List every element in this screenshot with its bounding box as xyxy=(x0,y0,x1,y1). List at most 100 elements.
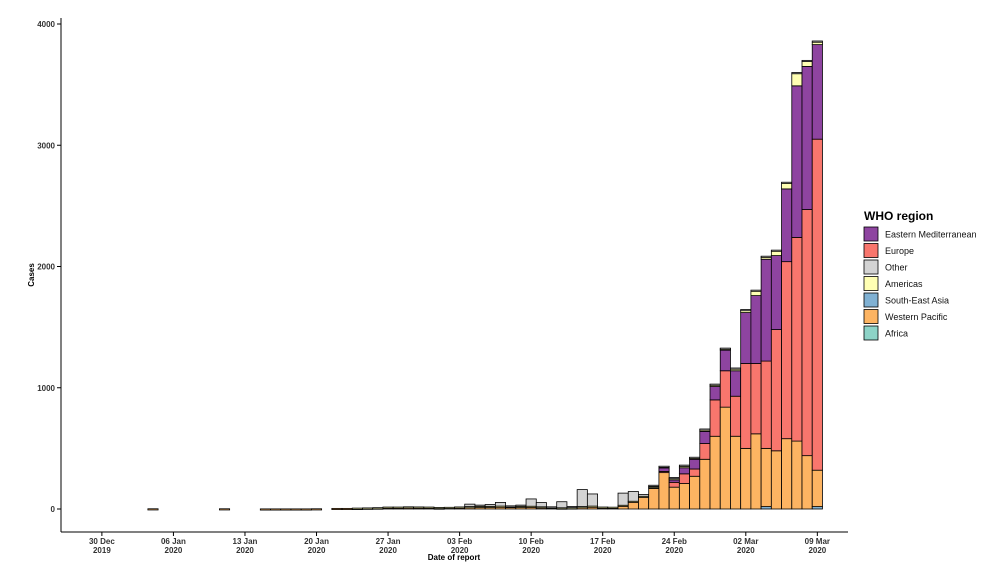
bar-europe xyxy=(719,370,731,408)
bar-western-pacific xyxy=(699,458,711,510)
bar-other xyxy=(474,504,486,507)
bar-americas xyxy=(362,507,374,510)
x-tick-label-year: 2020 xyxy=(737,546,755,555)
x-tick-label: 10 Feb xyxy=(518,537,543,546)
bar-other xyxy=(791,72,803,75)
bar-europe xyxy=(689,468,701,477)
legend-swatch-eastern-mediterranean xyxy=(863,226,879,242)
bar-western-pacific xyxy=(219,508,231,511)
bar-eastern-mediterranean xyxy=(760,258,772,362)
y-axis-title: Cases xyxy=(27,263,36,287)
bar-europe xyxy=(770,329,782,452)
bar-other xyxy=(740,309,752,312)
bar-americas xyxy=(443,506,455,509)
x-tick-label: 27 Jan xyxy=(376,537,401,546)
bar-western-pacific xyxy=(740,447,752,510)
x-tick-label-year: 2020 xyxy=(665,546,683,555)
x-tick-label-year: 2019 xyxy=(93,546,111,555)
bar-western-pacific xyxy=(709,435,721,510)
bar-europe xyxy=(709,399,721,437)
bar-americas xyxy=(392,506,404,509)
bar-western-pacific xyxy=(791,440,803,510)
bar-americas xyxy=(433,507,445,510)
bar-americas xyxy=(454,506,466,509)
legend-label-south-east-asia: South-East Asia xyxy=(885,296,949,306)
x-tick-label-year: 2020 xyxy=(594,546,612,555)
y-axis-ticks: 0 1000 2000 3000 4000 xyxy=(37,20,61,514)
bar-other xyxy=(709,383,721,386)
bar-western-pacific xyxy=(781,438,793,510)
bar-europe xyxy=(730,395,742,437)
bar-western-pacific xyxy=(331,507,343,510)
bar-western-pacific xyxy=(678,483,690,510)
bar-europe xyxy=(791,236,803,442)
bar-americas xyxy=(597,506,609,509)
bar-western-pacific xyxy=(668,486,680,510)
bar-other xyxy=(811,40,823,43)
x-tick-label: 03 Feb xyxy=(447,537,472,546)
x-tick-label-year: 2020 xyxy=(808,546,826,555)
legend-label-europe: Europe xyxy=(885,246,914,256)
bar-europe xyxy=(740,363,752,449)
bar-other xyxy=(678,464,690,467)
bar-western-pacific xyxy=(730,435,742,510)
x-tick-label-year: 2020 xyxy=(236,546,254,555)
bar-western-pacific xyxy=(770,450,782,510)
bar-europe xyxy=(668,481,680,488)
x-tick-label: 17 Feb xyxy=(590,537,615,546)
bar-eastern-mediterranean xyxy=(740,312,752,364)
bar-eastern-mediterranean xyxy=(678,467,690,475)
bar-other xyxy=(494,502,507,507)
legend-title: WHO region xyxy=(864,209,933,223)
bar-americas xyxy=(382,506,394,509)
bar-western-pacific xyxy=(811,469,823,507)
bar-other xyxy=(689,456,701,459)
y-tick-label: 2000 xyxy=(37,263,55,272)
bar-americas xyxy=(413,506,425,509)
bar-other xyxy=(484,504,496,507)
bar-other xyxy=(586,493,598,507)
bar-other xyxy=(505,505,517,508)
bar-other xyxy=(750,289,762,292)
x-tick-label-year: 2020 xyxy=(165,546,183,555)
bar-western-pacific xyxy=(658,472,670,510)
legend-swatch-western-pacific xyxy=(863,309,879,324)
bar-western-pacific xyxy=(311,508,323,511)
bar-western-pacific xyxy=(689,475,701,510)
bar-europe xyxy=(781,261,793,440)
x-tick-label: 30 Dec xyxy=(89,537,115,546)
bar-western-pacific xyxy=(648,487,660,510)
x-tick-label: 20 Jan xyxy=(304,537,329,546)
bar-eastern-mediterranean xyxy=(730,370,742,397)
bar-western-pacific xyxy=(290,508,302,511)
bar-americas xyxy=(423,506,435,509)
x-axis-title: Date of report xyxy=(428,553,481,562)
bar-europe xyxy=(801,209,813,457)
y-tick-label: 0 xyxy=(51,505,56,514)
bar-americas xyxy=(607,506,619,509)
bar-americas xyxy=(801,61,813,67)
bar-eastern-mediterranean xyxy=(781,188,793,263)
bar-other xyxy=(760,255,772,258)
bar-eastern-mediterranean xyxy=(699,430,711,444)
bar-eastern-mediterranean xyxy=(750,295,762,364)
bar-western-pacific xyxy=(760,447,772,507)
bar-other xyxy=(658,465,670,468)
legend-label-americas: Americas xyxy=(885,279,923,289)
x-tick-label: 06 Jan xyxy=(161,537,186,546)
bar-eastern-mediterranean xyxy=(689,458,701,470)
y-tick-label: 1000 xyxy=(37,384,55,393)
x-tick-label-year: 2020 xyxy=(379,546,397,555)
x-tick-label-year: 2020 xyxy=(451,546,469,555)
bar-other xyxy=(781,181,793,184)
bars-layer xyxy=(147,40,823,511)
bar-other xyxy=(668,477,680,480)
bar-other xyxy=(566,506,578,509)
bar-eastern-mediterranean xyxy=(791,85,803,238)
bar-western-pacific xyxy=(341,507,353,510)
bar-europe xyxy=(760,360,772,449)
legend-swatch-americas xyxy=(863,276,879,291)
x-tick-label-year: 2020 xyxy=(308,546,326,555)
